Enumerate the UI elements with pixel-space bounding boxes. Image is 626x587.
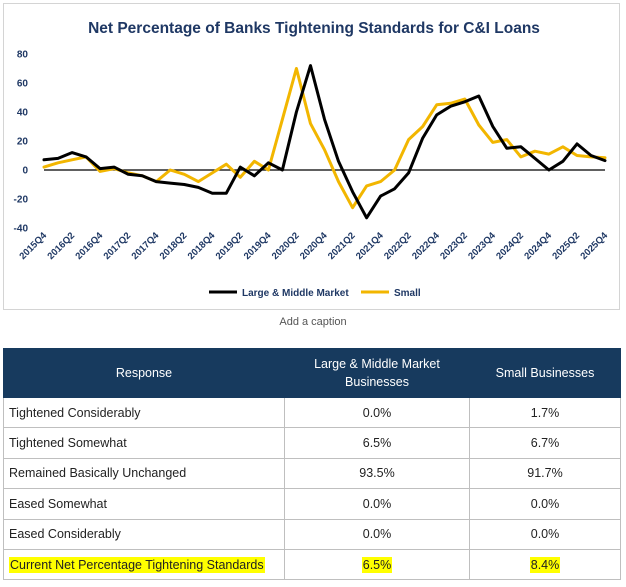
legend-label-large: Large & Middle Market: [242, 288, 349, 299]
x-tick-label: 2023Q4: [466, 230, 498, 262]
x-tick-label: 2016Q4: [74, 230, 106, 262]
header-large-middle: Large & Middle Market Businesses: [284, 348, 470, 398]
x-tick-label: 2021Q4: [354, 230, 386, 262]
y-tick-label: 20: [17, 137, 29, 148]
row-response: Tightened Somewhat: [3, 427, 285, 459]
summary-row: Current Net Percentage Tightening Standa…: [3, 548, 621, 581]
row-small-value: 1.7%: [469, 396, 621, 429]
responses-table: Response Large & Middle Market Businesse…: [3, 348, 621, 581]
table-row: Tightened Considerably 0.0% 1.7%: [3, 396, 621, 429]
y-tick-label: 0: [22, 166, 28, 177]
x-tick-label: 2025Q4: [578, 230, 610, 262]
x-tick-label: 2022Q2: [382, 230, 414, 262]
x-tick-label: 2019Q4: [242, 230, 274, 262]
x-tick-label: 2021Q2: [326, 230, 358, 262]
series-line-large-middle-market: [42, 64, 607, 220]
row-large-value: 93.5%: [284, 457, 470, 490]
x-tick-label: 2019Q2: [214, 230, 246, 262]
y-tick-label: -40: [14, 224, 29, 235]
row-response: Eased Somewhat: [3, 488, 285, 520]
x-tick-label: 2023Q2: [438, 230, 470, 262]
row-large-value: 0.0%: [284, 518, 470, 550]
x-tick-label: 2018Q2: [158, 230, 190, 262]
x-axis: 2015Q42016Q22016Q42017Q22017Q42018Q22018…: [17, 230, 610, 262]
legend-label-small: Small: [394, 288, 421, 299]
row-response: Tightened Considerably: [3, 396, 285, 429]
row-small-value: 91.7%: [469, 457, 621, 490]
table-row: Remained Basically Unchanged 93.5% 91.7%: [3, 457, 621, 490]
x-tick-label: 2025Q2: [550, 230, 582, 262]
header-response: Response: [3, 348, 285, 398]
x-tick-label: 2024Q4: [522, 230, 554, 262]
x-tick-label: 2017Q4: [130, 230, 162, 262]
summary-response-cell: Current Net Percentage Tightening Standa…: [3, 548, 285, 581]
summary-small-cell: 8.4%: [469, 548, 621, 581]
summary-small-value: 8.4%: [529, 556, 561, 573]
y-tick-label: -20: [14, 195, 29, 206]
table-row: Eased Somewhat 0.0% 0.0%: [3, 488, 621, 520]
series-layer: [42, 64, 607, 220]
x-tick-label: 2016Q2: [45, 230, 77, 262]
line-chart: Net Percentage of Banks Tightening Stand…: [14, 20, 611, 299]
table-header-row: Response Large & Middle Market Businesse…: [3, 348, 621, 398]
row-response: Eased Considerably: [3, 518, 285, 550]
x-tick-label: 2024Q2: [494, 230, 526, 262]
row-large-value: 6.5%: [284, 427, 470, 459]
row-small-value: 0.0%: [469, 518, 621, 550]
chart-title: Net Percentage of Banks Tightening Stand…: [88, 20, 540, 37]
summary-large-value: 6.5%: [361, 556, 393, 573]
x-tick-label: 2020Q4: [298, 230, 330, 262]
y-tick-label: 80: [17, 50, 29, 61]
table-row: Eased Considerably 0.0% 0.0%: [3, 518, 621, 550]
row-large-value: 0.0%: [284, 488, 470, 520]
row-response: Remained Basically Unchanged: [3, 457, 285, 490]
table-row: Tightened Somewhat 6.5% 6.7%: [3, 427, 621, 459]
figure-caption[interactable]: Add a caption: [279, 316, 347, 328]
legend: Large & Middle Market Small: [209, 288, 421, 299]
x-tick-label: 2015Q4: [17, 230, 49, 262]
summary-large-cell: 6.5%: [284, 548, 470, 581]
row-large-value: 0.0%: [284, 396, 470, 429]
chart-container: Net Percentage of Banks Tightening Stand…: [3, 3, 620, 310]
header-small: Small Businesses: [469, 348, 621, 398]
series-line-small: [42, 67, 607, 210]
summary-response: Current Net Percentage Tightening Standa…: [9, 556, 265, 573]
y-tick-label: 40: [17, 108, 29, 119]
row-small-value: 6.7%: [469, 427, 621, 459]
y-tick-label: 60: [17, 79, 29, 90]
y-axis: 80 60 40 20 0 -20 -40: [14, 50, 29, 235]
header-large-line1: Large & Middle Market: [314, 357, 440, 371]
x-tick-label: 2017Q2: [102, 230, 134, 262]
row-small-value: 0.0%: [469, 488, 621, 520]
x-tick-label: 2020Q2: [270, 230, 302, 262]
x-tick-label: 2022Q4: [410, 230, 442, 262]
x-tick-label: 2018Q4: [186, 230, 218, 262]
header-large-line2: Businesses: [345, 375, 409, 389]
